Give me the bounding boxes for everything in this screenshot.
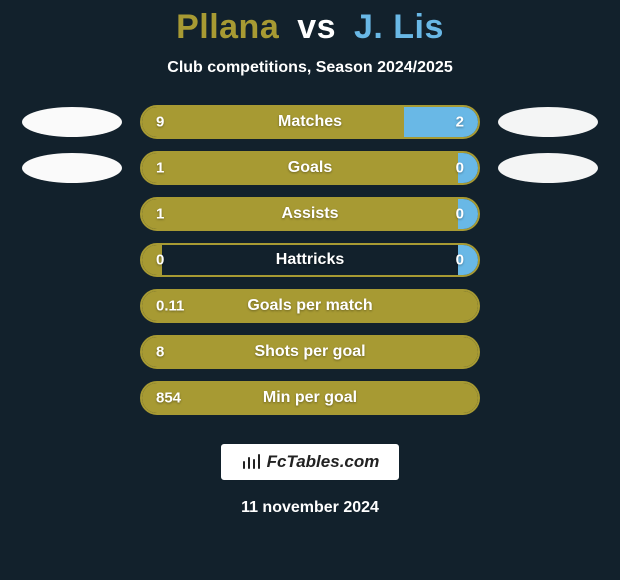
- side-placeholder: [22, 245, 122, 275]
- stat-label: Assists: [282, 205, 339, 223]
- player2-badge-oval: [498, 153, 598, 183]
- stat-label: Matches: [278, 113, 342, 131]
- bar-right-fill: [404, 107, 478, 137]
- side-placeholder: [498, 291, 598, 321]
- stat-rows: 9 Matches 2 1 Goals 0 1 Assists 0 0 Hattricks 0 0.11…: [0, 105, 620, 415]
- page-title: Pllana vs J. Lis: [176, 8, 444, 47]
- watermark-badge: FcTables.com: [220, 443, 401, 481]
- stat-row: 1 Goals 0: [0, 151, 620, 185]
- side-placeholder: [22, 337, 122, 367]
- side-placeholder: [498, 383, 598, 413]
- side-placeholder: [22, 291, 122, 321]
- stat-value-right: 0: [456, 206, 464, 223]
- stat-value-left: 1: [156, 160, 164, 177]
- stat-label: Min per goal: [263, 389, 357, 407]
- stat-bar: 0 Hattricks 0: [140, 243, 480, 277]
- side-placeholder: [498, 245, 598, 275]
- title-vs: vs: [297, 8, 336, 46]
- title-player2: J. Lis: [354, 8, 444, 46]
- stat-value-left: 9: [156, 114, 164, 131]
- stat-value-left: 854: [156, 390, 181, 407]
- stat-row: 9 Matches 2: [0, 105, 620, 139]
- side-placeholder: [22, 199, 122, 229]
- title-player1: Pllana: [176, 8, 279, 46]
- side-placeholder: [498, 337, 598, 367]
- player1-badge-oval: [22, 107, 122, 137]
- stat-bar: 1 Assists 0: [140, 197, 480, 231]
- stat-label: Shots per goal: [254, 343, 365, 361]
- stat-bar: 9 Matches 2: [140, 105, 480, 139]
- watermark-text: FcTables.com: [267, 452, 380, 472]
- stat-bar: 854 Min per goal: [140, 381, 480, 415]
- stat-value-right: 0: [456, 252, 464, 269]
- stat-value-right: 2: [456, 114, 464, 131]
- stat-row: 1 Assists 0: [0, 197, 620, 231]
- comparison-infographic: Pllana vs J. Lis Club competitions, Seas…: [0, 0, 620, 580]
- stat-value-left: 1: [156, 206, 164, 223]
- stat-bar: 8 Shots per goal: [140, 335, 480, 369]
- stat-row: 0.11 Goals per match: [0, 289, 620, 323]
- stat-label: Goals per match: [247, 297, 372, 315]
- side-placeholder: [498, 199, 598, 229]
- stat-bar: 0.11 Goals per match: [140, 289, 480, 323]
- subtitle: Club competitions, Season 2024/2025: [167, 59, 452, 77]
- stat-row: 854 Min per goal: [0, 381, 620, 415]
- stat-label: Hattricks: [276, 251, 344, 269]
- stat-row: 8 Shots per goal: [0, 335, 620, 369]
- stat-label: Goals: [288, 159, 332, 177]
- chart-icon: [241, 453, 261, 471]
- stat-bar: 1 Goals 0: [140, 151, 480, 185]
- player1-badge-oval: [22, 153, 122, 183]
- footer-date: 11 november 2024: [241, 499, 379, 517]
- stat-row: 0 Hattricks 0: [0, 243, 620, 277]
- stat-value-left: 0: [156, 252, 164, 269]
- stat-value-right: 0: [456, 160, 464, 177]
- player2-badge-oval: [498, 107, 598, 137]
- stat-value-left: 8: [156, 344, 164, 361]
- stat-value-left: 0.11: [156, 298, 184, 315]
- side-placeholder: [22, 383, 122, 413]
- bar-left-fill: [142, 107, 404, 137]
